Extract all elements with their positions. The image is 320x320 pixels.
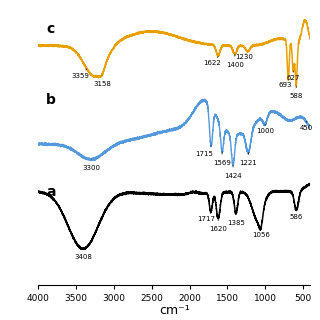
Text: 1424: 1424	[224, 165, 242, 179]
Text: 1230: 1230	[235, 54, 253, 60]
Text: 1056: 1056	[252, 228, 270, 238]
Text: 3359: 3359	[71, 69, 89, 79]
Text: 450: 450	[300, 121, 313, 131]
Text: 693: 693	[279, 82, 292, 88]
Text: 588: 588	[290, 86, 303, 99]
Text: 1000: 1000	[256, 124, 274, 134]
Text: 1717: 1717	[197, 212, 215, 222]
Text: 627: 627	[287, 71, 300, 81]
Text: 3158: 3158	[93, 76, 111, 87]
Text: 1715: 1715	[196, 146, 213, 157]
X-axis label: cm⁻¹: cm⁻¹	[159, 304, 190, 317]
Text: 1622: 1622	[203, 57, 221, 66]
Text: 1221: 1221	[239, 153, 257, 166]
Text: a: a	[46, 185, 55, 199]
Text: 1385: 1385	[227, 214, 245, 226]
Text: 586: 586	[290, 210, 303, 220]
Text: 3408: 3408	[74, 248, 92, 260]
Text: 1620: 1620	[209, 218, 227, 232]
Text: c: c	[46, 22, 54, 36]
Text: 3300: 3300	[82, 159, 100, 171]
Text: b: b	[46, 92, 56, 107]
Text: 1400: 1400	[226, 54, 244, 68]
Text: 1569: 1569	[213, 152, 231, 166]
